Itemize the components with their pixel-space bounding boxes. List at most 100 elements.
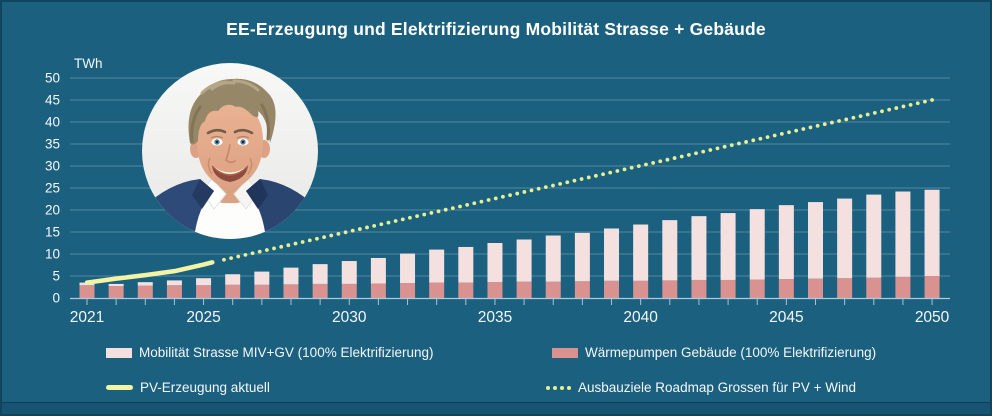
- roadmap-dot: [751, 138, 755, 142]
- roadmap-dot: [708, 148, 712, 152]
- legend-label: Mobilität Strasse MIV+GV (100% Elektrifi…: [139, 345, 433, 360]
- bar-segment-heatpump: [196, 285, 211, 298]
- y-axis-label: 30: [45, 159, 60, 174]
- roadmap-dot: [544, 185, 548, 189]
- roadmap-dot: [666, 158, 670, 162]
- bar-segment-mobility: [371, 258, 386, 284]
- roadmap-dot: [522, 190, 526, 194]
- bar-segment-mobility: [750, 209, 765, 279]
- roadmap-dot: [258, 250, 262, 254]
- roadmap-dot: [601, 172, 605, 176]
- roadmap-dot: [902, 105, 906, 109]
- bar-segment-heatpump: [429, 283, 444, 298]
- roadmap-dot: [651, 161, 655, 165]
- legend-item-heatpump: Wärmepumpen Gebäude (100% Elektrifizieru…: [552, 345, 876, 360]
- roadmap-dot: [394, 219, 398, 223]
- x-axis-label: 2025: [186, 309, 220, 326]
- y-axis-label: 0: [52, 291, 60, 306]
- bar-segment-mobility: [196, 278, 211, 285]
- roadmap-dot: [565, 180, 569, 184]
- roadmap-dot: [744, 140, 748, 144]
- bar-segment-mobility: [925, 190, 940, 276]
- roadmap-dot: [780, 132, 784, 136]
- bar-segment-mobility: [721, 213, 736, 280]
- bar-segment-heatpump: [225, 285, 240, 298]
- bar-segment-heatpump: [633, 281, 648, 298]
- bar-segment-mobility: [487, 243, 502, 282]
- bar-segment-heatpump: [313, 284, 328, 298]
- roadmap-dot: [501, 195, 505, 199]
- roadmap-dot: [472, 201, 476, 205]
- roadmap-dot: [444, 208, 448, 212]
- roadmap-dot: [573, 179, 577, 183]
- bar-segment-mobility: [662, 220, 677, 280]
- pv-line-swatch: [106, 385, 133, 390]
- bar-segment-heatpump: [604, 281, 619, 298]
- portrait-photo: [142, 63, 318, 239]
- roadmap-dot: [615, 169, 619, 173]
- bar-segment-heatpump: [691, 280, 706, 298]
- bar-segment-mobility: [837, 199, 852, 279]
- roadmap-dot: [322, 235, 326, 239]
- roadmap-dot: [658, 159, 662, 163]
- roadmap-dot: [859, 114, 863, 118]
- roadmap-dot: [837, 119, 841, 123]
- roadmap-dot: [723, 145, 727, 149]
- roadmap-dot: [809, 126, 813, 130]
- roadmap-dot: [336, 232, 340, 236]
- roadmap-dot: [737, 142, 741, 146]
- slide: EE-Erzeugung und Elektrifizierung Mobili…: [0, 0, 992, 416]
- roadmap-dot: [930, 98, 934, 102]
- bar-segment-mobility: [138, 282, 153, 286]
- roadmap-dot: [580, 177, 584, 181]
- roadmap-dot: [451, 206, 455, 210]
- roadmap-dot: [916, 101, 920, 105]
- roadmap-dot: [465, 203, 469, 207]
- legend-label: PV-Erzeugung aktuell: [140, 380, 270, 395]
- roadmap-dot: [680, 155, 684, 159]
- bar-segment-mobility: [429, 250, 444, 283]
- legend-label: Wärmepumpen Gebäude (100% Elektrifizieru…: [585, 345, 876, 360]
- roadmap-dot: [365, 226, 369, 230]
- bar-segment-mobility: [167, 280, 182, 285]
- roadmap-dots-swatch: [546, 386, 571, 390]
- bar-segment-mobility: [400, 254, 415, 283]
- y-axis-label: 40: [45, 115, 60, 130]
- y-axis-label: 45: [45, 93, 60, 108]
- roadmap-dot: [801, 127, 805, 131]
- bar-segment-mobility: [691, 216, 706, 280]
- bar-segment-heatpump: [866, 278, 881, 298]
- bar-segment-heatpump: [458, 283, 473, 298]
- y-axis-label: 5: [52, 269, 60, 284]
- bar-segment-heatpump: [80, 285, 95, 298]
- roadmap-dot: [279, 245, 283, 249]
- bar-segment-mobility: [895, 192, 910, 277]
- roadmap-dot: [608, 171, 612, 175]
- pupil: [216, 141, 218, 143]
- roadmap-dot: [637, 164, 641, 168]
- roadmap-dot: [222, 258, 226, 262]
- bar-segment-heatpump: [779, 279, 794, 298]
- roadmap-dot: [844, 117, 848, 121]
- y-axis-label: 15: [45, 225, 60, 240]
- roadmap-dot: [372, 224, 376, 228]
- bar-segment-mobility: [109, 284, 124, 286]
- roadmap-dot: [251, 251, 255, 255]
- roadmap-dot: [558, 182, 562, 186]
- bar-segment-mobility: [604, 228, 619, 280]
- roadmap-dot: [229, 256, 233, 260]
- pv-line: [87, 262, 212, 282]
- roadmap-dot: [787, 130, 791, 134]
- bar-segment-heatpump: [925, 276, 940, 298]
- roadmap-dot: [551, 184, 555, 188]
- roadmap-dot: [866, 113, 870, 117]
- roadmap-dot: [437, 209, 441, 213]
- roadmap-dot: [358, 227, 362, 231]
- roadmap-dot: [487, 198, 491, 202]
- bar-segment-heatpump: [400, 283, 415, 298]
- legend-label: Ausbauziele Roadmap Grossen für PV + Win…: [578, 380, 856, 395]
- bar-segment-heatpump: [138, 286, 153, 298]
- bar-segment-mobility: [283, 268, 298, 285]
- bar-segment-mobility: [808, 202, 823, 279]
- y-axis-label: 10: [45, 247, 60, 262]
